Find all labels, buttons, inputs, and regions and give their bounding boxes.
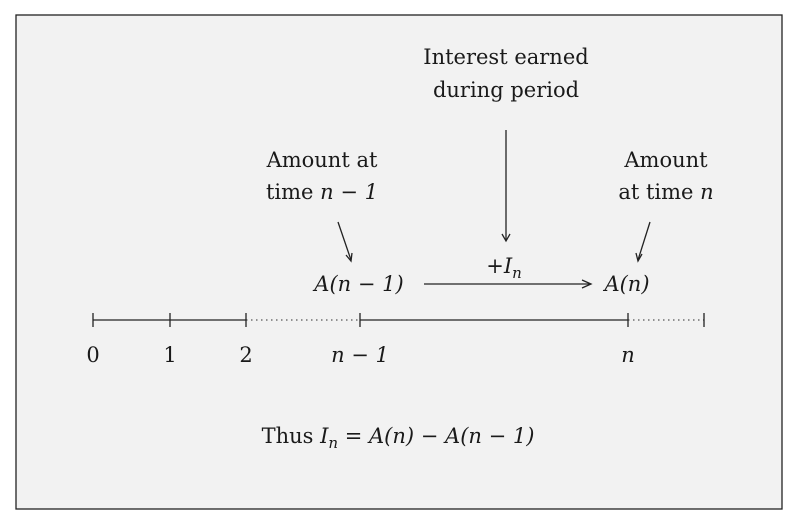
conclusion: Thus In = A(n) − A(n − 1) — [262, 424, 535, 452]
curr-amount-arrow-head — [635, 252, 643, 263]
interest-arrow-head — [501, 233, 511, 243]
conclusion-var: I — [319, 424, 329, 448]
curr-amount-label-line1: Amount — [623, 148, 708, 172]
timeline-label-n-minus-1: n − 1 — [331, 343, 389, 367]
prev-amount-label-text: time — [266, 180, 320, 204]
amount-curr: A(n) — [602, 272, 649, 296]
timeline-label-n: n — [621, 343, 635, 367]
timeline-ticks: 0 1 2 n − 1 n — [86, 313, 635, 367]
growth-arrow-head — [581, 279, 593, 289]
prev-amount-label-line1: Amount at — [266, 148, 378, 172]
conclusion-rest: = A(n) − A(n − 1) — [338, 424, 534, 448]
prev-amount-arrow-head — [345, 252, 353, 263]
diagram-frame — [15, 14, 783, 510]
curr-amount-label-math: n — [700, 180, 714, 204]
prev-amount-label-math: n − 1 — [320, 180, 378, 204]
conclusion-subscript: n — [328, 434, 338, 452]
timeline-label-2: 2 — [239, 343, 252, 367]
prev-amount-label-line2: time n − 1 — [266, 180, 378, 204]
interest-label-line1: Interest earned — [423, 45, 588, 69]
increment-label: +In — [486, 254, 522, 282]
timeline-label-0: 0 — [86, 343, 99, 367]
conclusion-prefix: Thus — [262, 424, 321, 448]
increment-subscript: n — [512, 264, 522, 282]
curr-amount-arrow — [637, 221, 651, 261]
increment-sign: + — [486, 254, 504, 278]
curr-amount-label-text: at time — [618, 180, 700, 204]
increment-var: I — [503, 254, 513, 278]
interest-label-line2: during period — [433, 78, 579, 102]
prev-amount-arrow — [337, 221, 352, 261]
curr-amount-label-line2: at time n — [618, 180, 713, 204]
timeline-label-1: 1 — [163, 343, 176, 367]
amount-prev: A(n − 1) — [312, 272, 403, 296]
